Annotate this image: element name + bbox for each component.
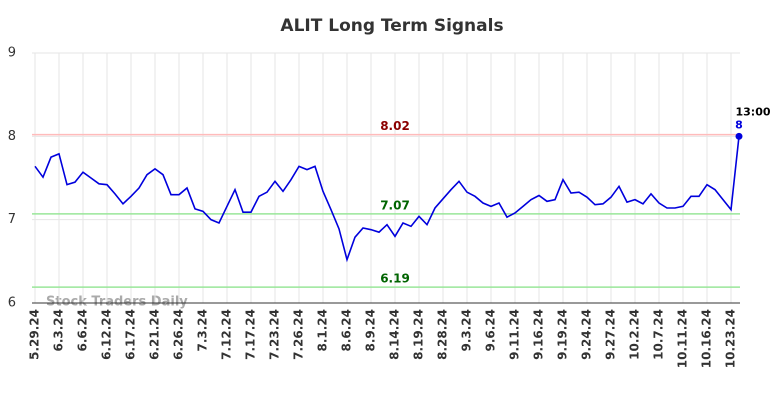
- x-tick-label: 6.12.24: [100, 309, 114, 360]
- x-tick-label: 10.7.24: [652, 309, 666, 360]
- x-tick-label: 9.27.24: [604, 309, 618, 360]
- x-tick-label: 6.21.24: [148, 309, 162, 360]
- y-tick-label: 6: [8, 296, 16, 311]
- x-tick-label: 6.26.24: [172, 309, 186, 360]
- x-tick-label: 10.11.24: [676, 309, 690, 368]
- x-tick-label: 7.23.24: [268, 309, 282, 360]
- last-time-label: 13:00: [735, 105, 770, 118]
- y-tick-label: 9: [8, 46, 16, 61]
- x-tick-label: 9.11.24: [508, 309, 522, 360]
- last-value-label: 8: [735, 118, 743, 131]
- x-tick-label: 7.3.24: [196, 309, 210, 352]
- x-tick-label: 6.3.24: [52, 309, 66, 352]
- x-tick-label: 8.1.24: [316, 309, 330, 352]
- y-tick-label: 7: [8, 212, 16, 227]
- x-tick-label: 9.24.24: [580, 309, 594, 360]
- x-tick-label: 7.17.24: [244, 309, 258, 360]
- x-tick-label: 8.28.24: [436, 309, 450, 360]
- last-point: [735, 132, 743, 140]
- x-tick-label: 8.14.24: [388, 309, 402, 360]
- x-tick-label: 7.12.24: [220, 309, 234, 360]
- x-tick-label: 9.6.24: [484, 309, 498, 352]
- x-tick-label: 5.29.24: [28, 309, 42, 360]
- x-tick-label: 8.9.24: [364, 309, 378, 352]
- x-tick-label: 7.26.24: [292, 309, 306, 360]
- price-line: [34, 136, 740, 263]
- x-tick-label: 10.23.24: [724, 309, 738, 368]
- level-label: 6.19: [380, 272, 410, 286]
- x-tick-label: 6.17.24: [124, 309, 138, 360]
- y-tick-label: 8: [8, 129, 16, 144]
- x-tick-label: 9.3.24: [460, 309, 474, 352]
- level-label: 8.02: [380, 119, 410, 133]
- watermark: Stock Traders Daily: [46, 295, 188, 310]
- level-label: 7.07: [380, 198, 410, 212]
- x-tick-label: 8.19.24: [412, 309, 426, 360]
- x-tick-label: 6.6.24: [76, 309, 90, 352]
- chart-title: ALIT Long Term Signals: [280, 16, 503, 36]
- x-tick-label: 9.19.24: [556, 309, 570, 360]
- x-tick-label: 10.16.24: [700, 309, 714, 368]
- x-tick-label: 10.2.24: [628, 309, 642, 360]
- x-tick-label: 8.6.24: [340, 309, 354, 352]
- x-tick-label: 9.16.24: [532, 309, 546, 360]
